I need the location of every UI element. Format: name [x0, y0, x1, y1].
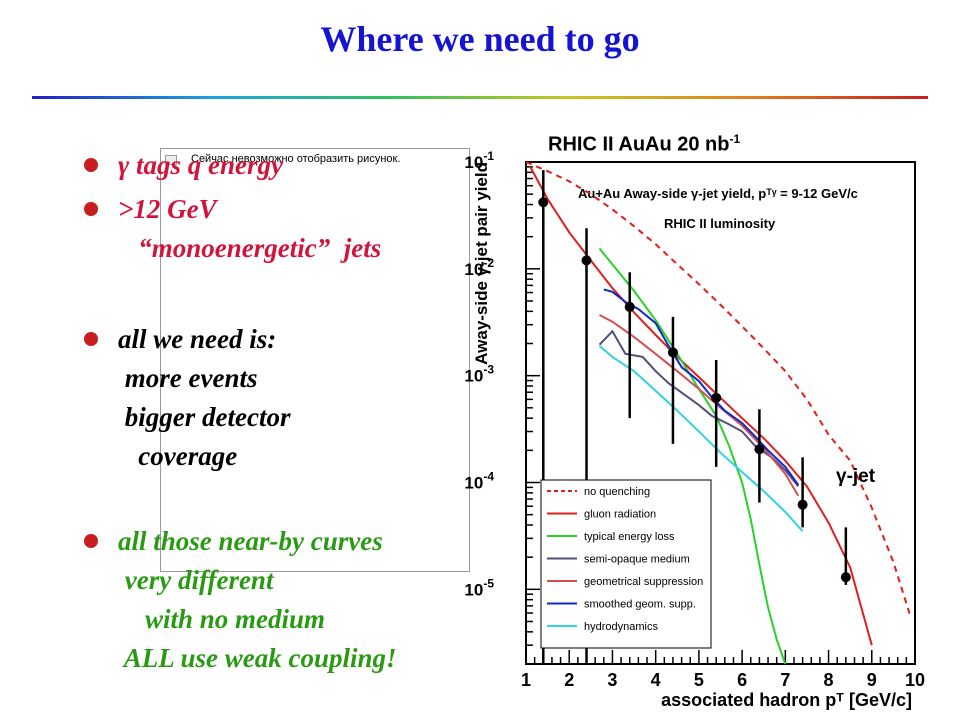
y-tick-label: 10-1: [464, 149, 494, 172]
image-placeholder: Сейчас невозможно отобразить рисунок.: [160, 148, 470, 572]
data-point: [711, 392, 722, 403]
series-line-geometrical-suppression: [599, 314, 800, 497]
chart-heading: RHIC II AuAu 20 nb-1: [548, 132, 740, 157]
bullet-dot-icon: [84, 158, 98, 172]
bullet-line: γ tags q energy: [118, 150, 283, 180]
bullet-line: ALL use weak coupling!: [118, 643, 397, 673]
data-point: [840, 572, 851, 583]
y-tick-label: 10-5: [464, 576, 494, 599]
slide-title: Where we need to go: [320, 19, 640, 59]
legend-box: [540, 479, 712, 649]
bullet-line: very different: [118, 565, 274, 595]
bullet-line: coverage: [118, 441, 238, 471]
plot-subtitle: RHIC II luminosity: [664, 216, 776, 231]
bullet-line: >12 GeV: [118, 194, 217, 224]
legend-label: semi-opaque medium: [584, 554, 690, 566]
chart-heading-sup: -1: [729, 132, 741, 146]
x-tick-label: 7: [780, 670, 790, 690]
x-tick-label: 4: [651, 670, 661, 690]
x-tick-label: 9: [867, 670, 877, 690]
series-line-no-quenching: [525, 161, 912, 618]
x-tick-label: 1: [521, 670, 531, 690]
legend-label: geometrical suppression: [584, 576, 703, 588]
data-point: [797, 499, 808, 510]
curve-annotation: γ-jet: [836, 466, 876, 487]
x-tick-label: 5: [694, 670, 704, 690]
legend-label: smoothed geom. supp.: [584, 599, 696, 611]
legend-label: typical energy loss: [584, 531, 675, 543]
bullet-item-3: all we need is: more events bigger detec…: [84, 320, 291, 476]
image-placeholder-text: Сейчас невозможно отобразить рисунок.: [191, 153, 401, 165]
x-tick-label: 3: [607, 670, 617, 690]
x-axis-label: associated hadron pᵀ [GeV/c]: [661, 690, 912, 710]
bullet-line: bigger detector: [118, 402, 291, 432]
bullet-dot-icon: [84, 534, 98, 548]
x-tick-label: 6: [737, 670, 747, 690]
bullet-line: with no medium: [118, 604, 326, 634]
series-line-hydrodynamics: [598, 345, 804, 532]
data-point: [538, 197, 549, 208]
data-point: [624, 301, 635, 312]
bullet-line: “monoenergetic” jets: [118, 233, 382, 263]
bullet-list: γ tags q energy >12 GeV “monoenergetic” j…: [84, 146, 397, 678]
bullet-line: all we need is:: [118, 324, 277, 354]
title-divider: [32, 96, 928, 99]
x-tick-label: 8: [824, 670, 834, 690]
plot-title: Au+Au Away-side γ-jet yield, pᵀᵞ = 9-12 …: [578, 186, 858, 201]
broken-image-icon: [165, 155, 177, 165]
data-point: [667, 347, 678, 358]
y-tick-label: 10-3: [464, 363, 494, 386]
y-tick-label: 10-4: [464, 469, 494, 492]
bullet-dot-icon: [84, 332, 98, 346]
data-point: [754, 444, 765, 455]
x-tick-label: 2: [564, 670, 574, 690]
plot-frame: [525, 161, 916, 665]
bullet-dot-icon: [84, 202, 98, 216]
data-point: [581, 255, 592, 266]
series-line-semi-opaque-medium: [598, 329, 800, 488]
y-axis-label: Away-side γ-jet pair yield: [472, 162, 491, 365]
series-line-typical-energy-loss: [598, 247, 787, 665]
legend-label: no quenching: [584, 486, 650, 498]
bullet-line: more events: [118, 363, 258, 393]
bullet-item-2: >12 GeV “monoenergetic” jets: [84, 190, 382, 268]
bullet-line: all those near-by curves: [118, 526, 383, 556]
series-line-gluon-radiation: [529, 166, 873, 646]
x-tick-label: 10: [905, 670, 925, 690]
bullet-item-1: γ tags q energy: [84, 146, 283, 185]
chart-heading-main: RHIC II AuAu 20 nb: [548, 133, 730, 156]
legend-label: hydrodynamics: [584, 621, 658, 633]
y-tick-label: 10-2: [464, 256, 494, 279]
bullet-item-4: all those near-by curves very different …: [84, 522, 397, 678]
legend-label: gluon radiation: [584, 509, 656, 521]
